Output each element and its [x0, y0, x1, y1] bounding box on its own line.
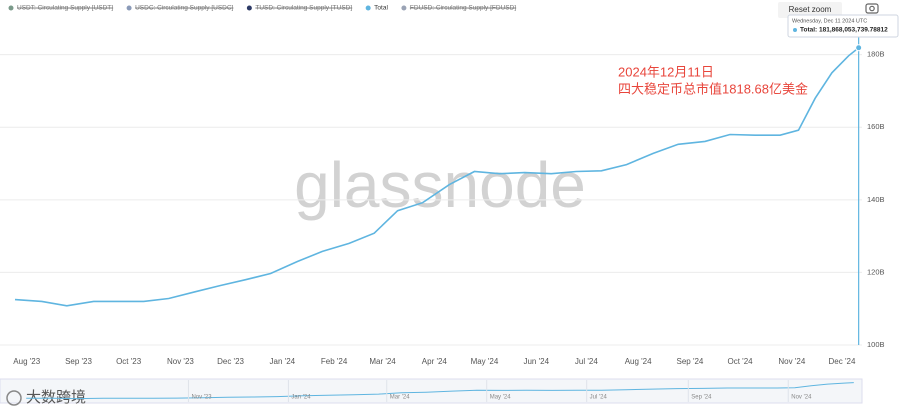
tooltip-box: [787, 14, 899, 38]
x-tick-label: Jan '24: [270, 357, 296, 366]
legend-item[interactable]: USDT: Circulating Supply [USDT]: [8, 5, 114, 12]
navigator-line: [26, 382, 854, 400]
x-tick-label: Jun '24: [523, 357, 549, 366]
camera-icon[interactable]: [865, 3, 879, 14]
y-tick-label: 160B: [867, 122, 885, 131]
navigator-tick-label: May '24: [490, 395, 511, 401]
navigator-tick-label: Nov '24: [791, 395, 812, 401]
y-tick-label: 140B: [867, 195, 885, 204]
x-tick-label: Dec '24: [829, 357, 856, 366]
hover-point: [855, 44, 863, 52]
x-tick-label: Aug '23: [13, 357, 40, 366]
x-tick-label: Sep '24: [676, 357, 703, 366]
legend-marker: [8, 5, 14, 11]
x-tick-label: Nov '23: [167, 357, 194, 366]
x-tick-label: Apr '24: [422, 357, 448, 366]
x-tick-label: Mar '24: [369, 357, 396, 366]
button-label[interactable]: Reset zoom: [789, 5, 832, 14]
navigator-tick-label: Jan '24: [291, 395, 311, 401]
legend-marker: [246, 5, 252, 11]
navigator-tick-label: Nov '23: [191, 395, 212, 401]
tooltip-value: Total: 181,868,053,739.78812: [800, 27, 888, 34]
legend-marker: [365, 5, 371, 11]
legend-item[interactable]: USDC: Circulating Supply [USDC]: [126, 5, 234, 12]
camera-button[interactable]: [865, 3, 879, 14]
navigator-tick-label: Sep '24: [691, 395, 712, 401]
legend-item[interactable]: Total: [365, 5, 389, 12]
x-tick-label: Feb '24: [321, 357, 348, 366]
navigator-tick-label: Mar '24: [390, 395, 410, 401]
legend-item[interactable]: TUSD: Circulating Supply [TUSD]: [246, 5, 352, 12]
x-tick-label: Oct '24: [728, 357, 754, 366]
annotation: 四大稳定币总市值1818.68亿美金: [618, 81, 808, 96]
legend-item[interactable]: FDUSD: Circulating Supply [FDUSD]: [401, 5, 516, 12]
x-tick-label: Dec '23: [217, 357, 244, 366]
navigator[interactable]: [0, 378, 863, 404]
button-bg[interactable]: [778, 2, 842, 18]
camera-lens[interactable]: [869, 5, 875, 12]
watermark: glassnode: [294, 149, 586, 221]
corner-watermark: 大数跨境: [26, 388, 86, 406]
x-tick-label: Jul '24: [575, 357, 598, 366]
x-tick-label: Nov '24: [778, 357, 805, 366]
x-tick-label: May '24: [471, 357, 499, 366]
tooltip-marker: [793, 28, 797, 32]
x-tick-label: Oct '23: [116, 357, 142, 366]
corner-logo: [6, 390, 22, 406]
reset-zoom-button[interactable]: Reset zoom: [778, 2, 842, 18]
navigator-tick-label: Jul '24: [590, 395, 608, 401]
tooltip: Wednesday, Dec 11 2024 UTC Total: 181,868…: [787, 14, 899, 38]
line-series: [14, 47, 860, 307]
tooltip-date: Wednesday, Dec 11 2024 UTC: [792, 18, 867, 24]
legend-marker: [401, 5, 407, 11]
y-tick-label: 120B: [867, 267, 885, 276]
x-tick-label: Aug '24: [625, 357, 652, 366]
annotation: 2024年12月11日: [618, 64, 714, 79]
y-tick-label: 100B: [867, 340, 885, 349]
legend-marker: [126, 5, 132, 11]
y-tick-label: 180B: [867, 50, 885, 59]
legend-label: Total: [374, 5, 388, 12]
x-tick-label: Sep '23: [65, 357, 92, 366]
